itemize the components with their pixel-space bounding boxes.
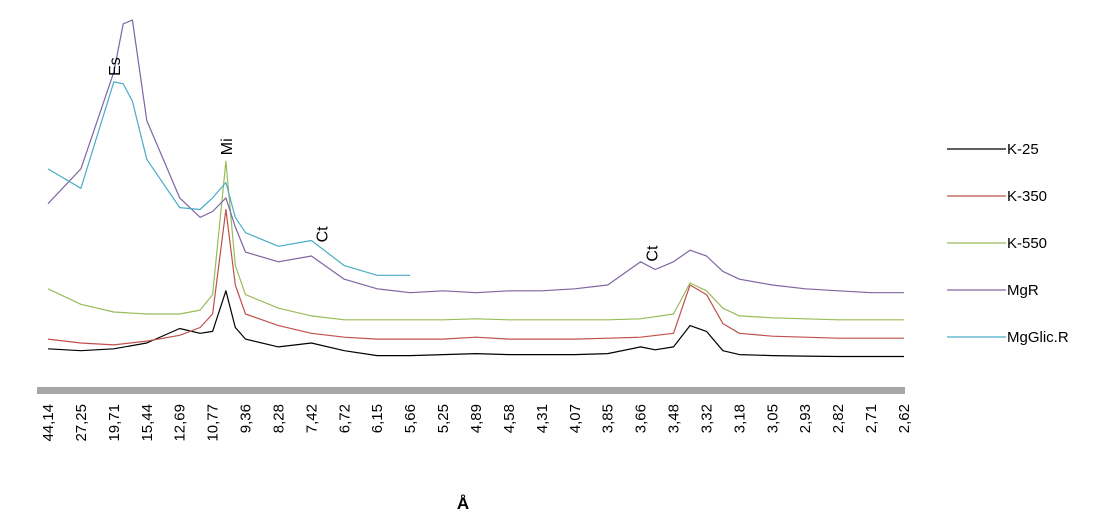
- x-tick-label: 4,07: [567, 404, 584, 433]
- x-tick-label: 4,89: [468, 404, 485, 433]
- x-tick-label: 9,36: [238, 404, 255, 433]
- x-tick-label: 44,14: [40, 404, 57, 442]
- legend-label: K-350: [1007, 188, 1047, 205]
- x-tick-label: 6,72: [336, 404, 353, 433]
- x-tick-label: 3,48: [666, 404, 683, 433]
- x-tick-label: 5,66: [402, 404, 419, 433]
- series-line-k-550: [47, 160, 904, 321]
- x-tick-label: 27,25: [73, 404, 90, 442]
- x-tick-label: 3,32: [699, 404, 716, 433]
- legend-item: MgR: [947, 282, 1039, 299]
- x-tick-label: 6,15: [369, 404, 386, 433]
- x-tick-label: 3,05: [764, 404, 781, 433]
- peak-label-ct: Ct: [645, 245, 662, 262]
- series-line-mgr: [47, 19, 904, 294]
- legend-label: K-550: [1007, 235, 1047, 252]
- x-tick-label: 2,71: [863, 404, 880, 433]
- x-tick-label: 3,18: [731, 404, 748, 433]
- x-tick-labels: 44,14 27,25 19,71 15,44 12,69 10,77 9,36 8,28 7,…: [40, 404, 913, 442]
- x-tick-label: 19,71: [106, 404, 123, 442]
- legend-label: MgR: [1007, 282, 1039, 299]
- x-tick-label: 4,58: [501, 404, 518, 433]
- legend-item: K-350: [947, 188, 1047, 205]
- x-tick-label: 2,93: [797, 404, 814, 433]
- series-layer: [47, 19, 904, 358]
- x-tick-label: 3,85: [600, 404, 617, 433]
- x-tick-label: 2,62: [896, 404, 913, 433]
- series-line-mgglic-r: [47, 81, 411, 276]
- x-tick-label: 8,28: [271, 404, 288, 433]
- x-tick-label: 12,69: [172, 404, 189, 442]
- x-tick-label: 5,25: [435, 404, 452, 433]
- x-tick-label: 3,66: [633, 404, 650, 433]
- x-axis-title: Å: [457, 494, 469, 513]
- peak-labels: Es Mi Ct Ct: [107, 57, 662, 261]
- legend-item: K-25: [947, 141, 1039, 158]
- peak-label-ct: Ct: [315, 226, 332, 243]
- legend-label: K-25: [1007, 141, 1039, 158]
- series-line-k-25: [47, 290, 904, 358]
- x-tick-label: 10,77: [205, 404, 222, 442]
- x-tick-label: 7,42: [303, 404, 320, 433]
- series-line-k-350: [47, 208, 904, 346]
- legend-label: MgGlic.R: [1007, 329, 1069, 346]
- x-tick-label: 4,31: [534, 404, 551, 433]
- legend-item: K-550: [947, 235, 1047, 252]
- x-tick-label: 15,44: [139, 404, 156, 442]
- legend-item: MgGlic.R: [947, 329, 1069, 346]
- peak-label-mi: Mi: [219, 138, 236, 155]
- x-tick-label: 2,82: [830, 404, 847, 433]
- x-axis-bar: [37, 387, 905, 394]
- peak-label-es: Es: [107, 57, 124, 76]
- legend: K-25 K-350 K-550 MgR MgGlic.R: [947, 141, 1069, 346]
